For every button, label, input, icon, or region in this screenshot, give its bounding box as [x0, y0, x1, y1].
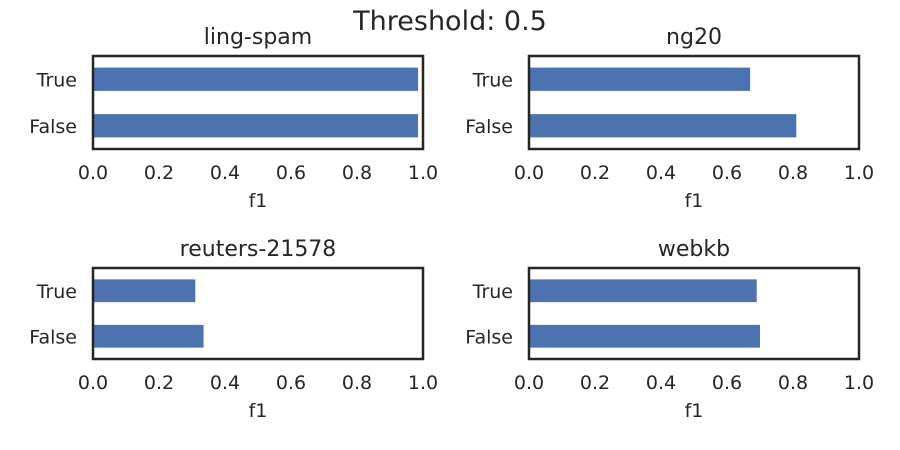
x-tick-label: 0.2 — [580, 372, 610, 394]
y-tick-label: True — [472, 69, 513, 91]
y-tick-label: False — [29, 326, 77, 348]
bar-true — [93, 67, 419, 91]
subplot-title: webkb — [658, 237, 730, 262]
x-tick-label: 0.0 — [78, 162, 108, 184]
figure-title: Threshold: 0.5 — [352, 6, 547, 37]
subplot-title: ling-spam — [204, 25, 312, 50]
x-tick-label: 0.4 — [210, 162, 240, 184]
x-tick-label: 0.6 — [276, 162, 306, 184]
bar-true — [93, 279, 196, 303]
subplot-ling-spam: True False 0.0 0.2 0.4 0.6 0.8 1.0 f1 ling-spam — [29, 25, 438, 212]
subplot-webkb: True False 0.0 0.2 0.4 0.6 0.8 1.0 f1 webkb — [465, 237, 874, 422]
x-tick-label: 1.0 — [408, 162, 438, 184]
x-tick-label: 0.8 — [342, 162, 372, 184]
x-tick-label: 0.6 — [712, 162, 742, 184]
axes-frame — [91, 266, 425, 361]
x-tick-label: 0.6 — [712, 372, 742, 394]
x-axis-label: f1 — [249, 400, 268, 422]
x-tick-label: 0.0 — [78, 372, 108, 394]
x-tick-label: 0.4 — [646, 372, 676, 394]
x-tick-label: 0.2 — [144, 372, 174, 394]
bar-false — [93, 114, 419, 138]
x-tick-label: 1.0 — [844, 372, 874, 394]
x-tick-label: 0.4 — [210, 372, 240, 394]
subplot-ng20: True False 0.0 0.2 0.4 0.6 0.8 1.0 f1 ng20 — [465, 25, 874, 212]
x-tick-label: 0.2 — [580, 162, 610, 184]
x-axis-label: f1 — [685, 190, 704, 212]
x-axis-label: f1 — [685, 400, 704, 422]
subplot-title: ng20 — [666, 25, 722, 50]
x-axis-label: f1 — [249, 190, 268, 212]
axes-frame — [91, 54, 425, 151]
bar-false — [529, 114, 797, 138]
x-tick-label: 0.0 — [514, 372, 544, 394]
x-tick-label: 0.6 — [276, 372, 306, 394]
x-tick-label: 0.8 — [778, 372, 808, 394]
y-tick-label: False — [465, 116, 513, 138]
axes-frame — [527, 54, 861, 151]
x-tick-label: 1.0 — [844, 162, 874, 184]
bar-false — [529, 324, 760, 348]
y-tick-label: True — [36, 69, 77, 91]
x-tick-label: 0.4 — [646, 162, 676, 184]
x-tick-label: 0.2 — [144, 162, 174, 184]
x-tick-label: 0.0 — [514, 162, 544, 184]
x-tick-label: 0.8 — [778, 162, 808, 184]
y-tick-label: False — [465, 326, 513, 348]
axes-frame — [527, 266, 861, 361]
bar-true — [529, 279, 757, 303]
bar-false — [93, 324, 204, 348]
y-tick-label: False — [29, 116, 77, 138]
x-tick-label: 0.8 — [342, 372, 372, 394]
subplot-reuters-21578: True False 0.0 0.2 0.4 0.6 0.8 1.0 f1 reuters-215… — [29, 237, 438, 422]
x-tick-label: 1.0 — [408, 372, 438, 394]
y-tick-label: True — [472, 281, 513, 303]
subplot-title: reuters-21578 — [180, 237, 337, 262]
bar-true — [529, 67, 751, 91]
y-tick-label: True — [36, 281, 77, 303]
